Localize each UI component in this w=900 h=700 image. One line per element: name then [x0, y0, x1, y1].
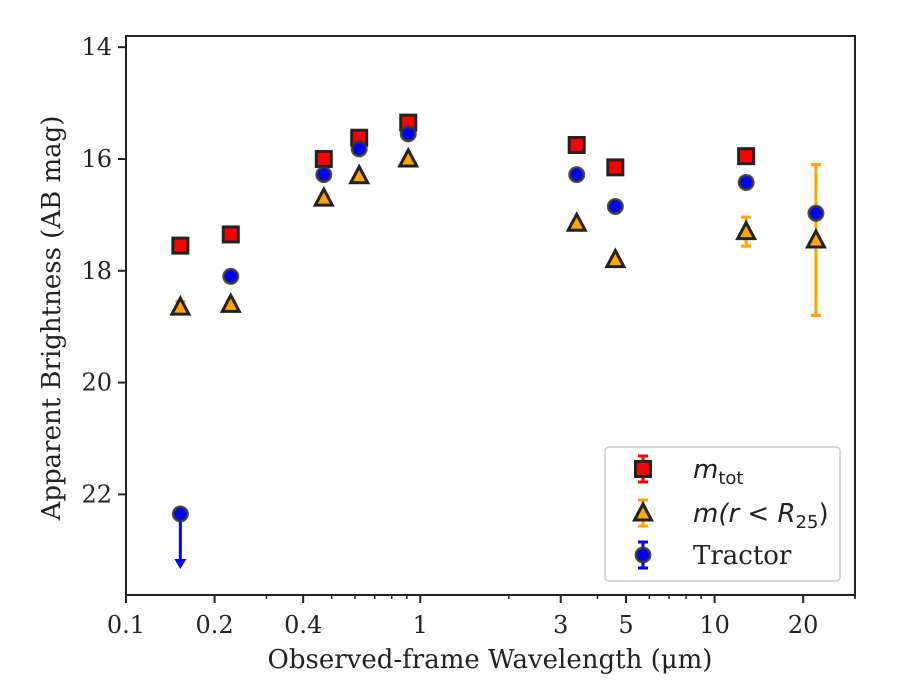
x-tick-label: 20 — [788, 611, 819, 639]
x-axis-label: Observed-frame Wavelength (μm) — [268, 645, 713, 675]
x-tick-label: 0.4 — [284, 611, 322, 639]
x-tick-label: 0.1 — [107, 611, 145, 639]
tractor-point — [350, 140, 368, 158]
m_r_R25-point — [735, 219, 758, 241]
upper-limit-arrow — [174, 559, 187, 570]
legend-box — [604, 446, 841, 582]
m_r_R25-point — [397, 146, 420, 168]
m_tot-point — [567, 136, 586, 155]
m_tot-point — [606, 158, 625, 177]
m_r_R25-point — [348, 163, 371, 185]
legend-label-m_tot: mtot — [693, 455, 743, 489]
tractor-point — [606, 197, 624, 215]
axes-layer: 0.1 0.2 0.4 1 3 5 10 20 14 16 18 20 22 — [81, 33, 856, 639]
tractor-point — [568, 166, 586, 184]
m_r_R25-point — [219, 292, 242, 313]
x-tick-label: 3 — [553, 611, 568, 639]
legend-marker-m_tot — [634, 460, 652, 478]
plot-frame — [125, 35, 856, 596]
marker-layer — [169, 113, 827, 523]
legend-label-tractor: Tractor — [693, 541, 792, 571]
y-axis-label: Apparent Brightness (AB mag) — [37, 116, 67, 522]
legend-label-m_r_R25: m(r < R25) — [693, 499, 829, 533]
x-tick-label: 5 — [618, 611, 633, 639]
tractor-point — [315, 166, 333, 184]
m_r_R25-point — [169, 294, 192, 316]
y-tick-label: 14 — [81, 33, 112, 61]
tractor-point — [171, 505, 189, 523]
legend-marker-tractor — [634, 546, 652, 564]
y-tick-label: 22 — [81, 480, 112, 508]
tractor-point — [737, 173, 755, 191]
x-tick-label: 1 — [413, 611, 428, 639]
tractor-point — [222, 267, 240, 285]
x-tick-label: 0.2 — [196, 611, 234, 639]
m_tot-point — [171, 236, 190, 255]
tractor-point — [399, 125, 417, 143]
legend-marker-m_r_R25 — [632, 500, 654, 522]
y-tick-label: 16 — [81, 145, 112, 173]
x-tick-label: 10 — [699, 611, 730, 639]
y-tick-label: 18 — [81, 257, 112, 285]
legend: mtot m(r < R25) Tractor — [604, 446, 841, 582]
m_tot-point — [314, 149, 333, 168]
m_r_R25-point — [312, 185, 335, 207]
m_r_R25-point — [604, 247, 627, 269]
y-tick-label: 20 — [81, 369, 112, 397]
m_r_R25-point — [565, 211, 588, 232]
m_tot-point — [221, 225, 240, 244]
tractor-point — [807, 204, 825, 222]
m_r_R25-point — [804, 227, 827, 249]
m_tot-point — [737, 147, 756, 166]
